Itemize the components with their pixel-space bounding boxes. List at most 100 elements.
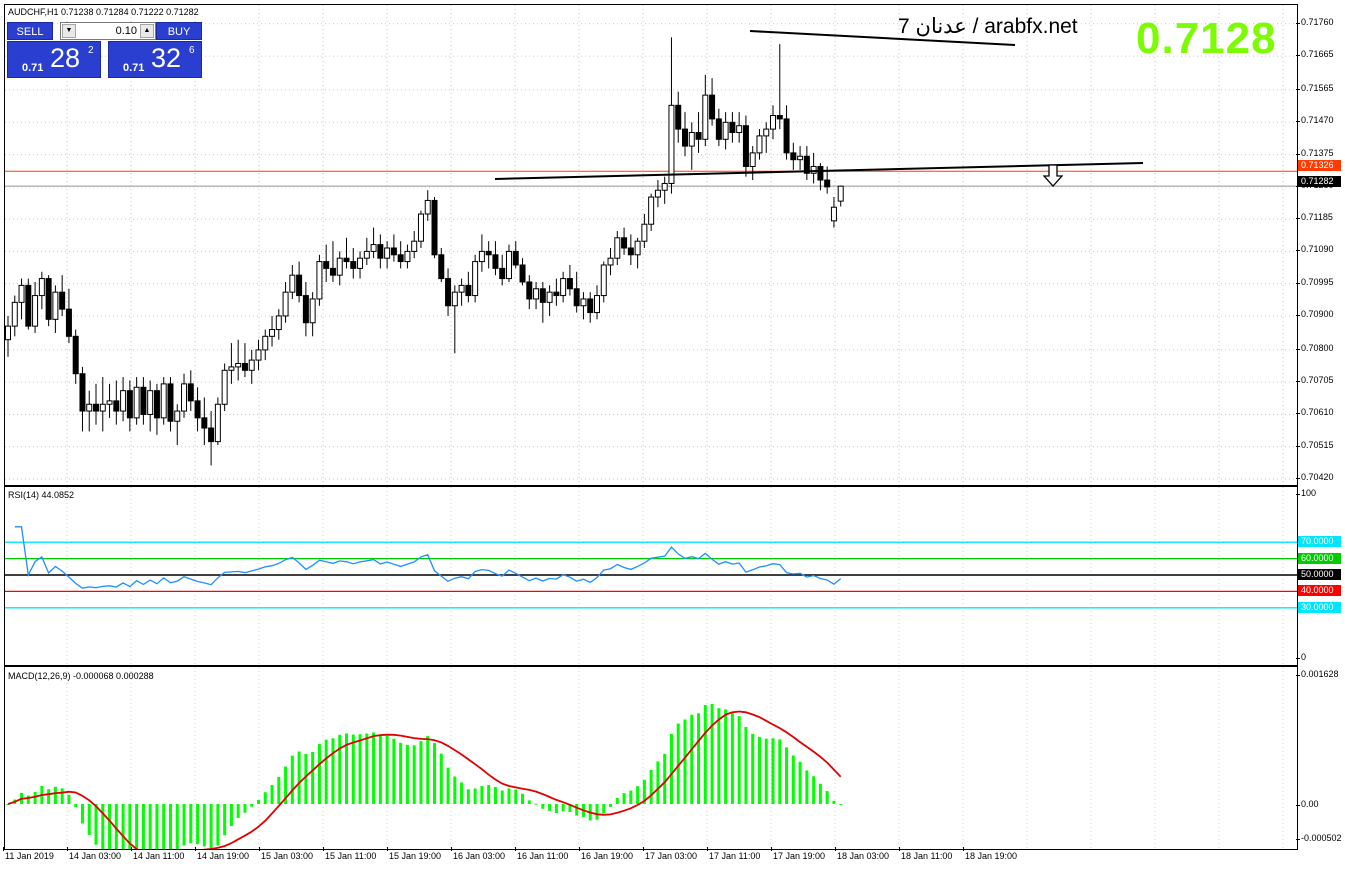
candle (627, 234, 634, 265)
macd-tick-zero: 0.00 (1296, 799, 1319, 809)
macd-pane[interactable] (4, 666, 1298, 850)
candle (621, 227, 628, 255)
buy-price-button[interactable]: 0.71 32 6 (108, 41, 202, 78)
time-axis-label: 17 Jan 03:00 (642, 847, 698, 861)
candle (593, 285, 600, 320)
price-tick-label: 0.71760 (1296, 16, 1334, 27)
macd-histogram (6, 703, 843, 849)
candle (445, 268, 452, 316)
candle (560, 271, 567, 303)
watermark-text: عدنان 7 / arabfx.net (898, 15, 1078, 38)
candle (181, 373, 188, 418)
candle (458, 278, 465, 306)
price-chart-pane[interactable] (4, 4, 1298, 486)
price-tick-label: 0.70800 (1296, 342, 1334, 353)
lot-size-control: ▼ ▲ (60, 22, 156, 40)
candle (533, 281, 540, 310)
candle (32, 281, 39, 333)
candle (668, 37, 675, 194)
candle (654, 180, 661, 208)
candle (797, 146, 804, 170)
price-tick-label: 0.71375 (1296, 147, 1334, 158)
lot-decrease-button[interactable]: ▼ (62, 24, 76, 38)
buy-price-prefix: 0.71 (123, 62, 145, 74)
time-axis-label: 15 Jan 03:00 (258, 847, 314, 861)
rsi-level-tag: 60.0000 (1298, 552, 1341, 564)
candle (208, 411, 215, 466)
candle (18, 278, 25, 320)
candle (228, 343, 235, 384)
price-tick-label: 0.70705 (1296, 375, 1334, 386)
candle (648, 193, 655, 232)
rsi-pane[interactable] (4, 486, 1298, 666)
candle (316, 254, 323, 306)
candle (546, 285, 553, 316)
lot-size-input[interactable] (77, 24, 137, 38)
candles (5, 37, 844, 466)
candle (634, 237, 641, 269)
candle (269, 315, 276, 347)
macd-canvas[interactable] (5, 667, 1297, 849)
rsi-level-tag: 50.0000 (1298, 569, 1341, 580)
lot-increase-button[interactable]: ▲ (140, 24, 154, 38)
buy-button[interactable]: BUY (156, 22, 202, 40)
price-tick-label: 0.71565 (1296, 83, 1334, 94)
price-tick-label: 0.70515 (1296, 439, 1334, 450)
price-tick-label: 0.71090 (1296, 244, 1334, 255)
candle (72, 329, 79, 384)
rsi-canvas[interactable] (5, 487, 1297, 665)
candle (214, 397, 221, 446)
buy-price-sup: 6 (189, 45, 195, 56)
candle (566, 264, 573, 296)
rsi-level-tag: 70.0000 (1298, 536, 1341, 548)
candle (289, 264, 296, 299)
candle (641, 214, 648, 248)
candle (451, 285, 458, 354)
candle (343, 237, 350, 269)
time-axis-label: 17 Jan 11:00 (706, 847, 761, 861)
price-chart-canvas[interactable] (5, 5, 1297, 485)
candle (580, 292, 587, 320)
down-arrow-icon[interactable] (1043, 164, 1063, 188)
candle (756, 129, 763, 160)
candle (5, 315, 11, 357)
candle (38, 271, 45, 310)
current-price-display: 0.7128 (1136, 14, 1277, 63)
price-tick-label: 0.70610 (1296, 407, 1334, 418)
price-tick-label: 0.71665 (1296, 49, 1334, 60)
candle (519, 258, 526, 286)
sell-button[interactable]: SELL (7, 22, 53, 40)
candle (174, 404, 181, 446)
price-grid (5, 5, 1297, 485)
candle (133, 377, 140, 425)
rsi-level-tag: 30.0000 (1298, 601, 1341, 613)
candle (573, 271, 580, 313)
candle (438, 248, 445, 282)
candle (553, 278, 560, 306)
candle (336, 251, 343, 286)
candle (160, 377, 167, 425)
chevron-down-icon: ▼ (65, 27, 73, 34)
candle (153, 383, 160, 435)
time-axis-label: 16 Jan 03:00 (450, 847, 506, 861)
candle (587, 292, 594, 323)
candle (472, 254, 479, 303)
candle (302, 281, 309, 337)
sell-price-prefix: 0.71 (22, 62, 44, 74)
candle (397, 241, 404, 269)
candle (776, 44, 783, 130)
candle (140, 377, 147, 425)
candle (783, 105, 790, 160)
neckline-trend-line (494, 162, 1144, 180)
candle (59, 275, 66, 316)
rsi-grid (66, 487, 1284, 665)
time-axis-label: 18 Jan 03:00 (834, 847, 890, 861)
price-scale[interactable]: 0.71760 0.71665 0.71565 0.71470 0.71375 0.712… (1296, 4, 1345, 484)
macd-signal-line (7, 710, 842, 849)
candle (431, 197, 438, 259)
candle (65, 288, 72, 344)
candle (492, 241, 499, 276)
price-tag-current: 0.71282 (1298, 176, 1341, 187)
sell-price-sup: 2 (88, 45, 94, 56)
sell-price-button[interactable]: 0.71 28 2 (7, 41, 101, 78)
